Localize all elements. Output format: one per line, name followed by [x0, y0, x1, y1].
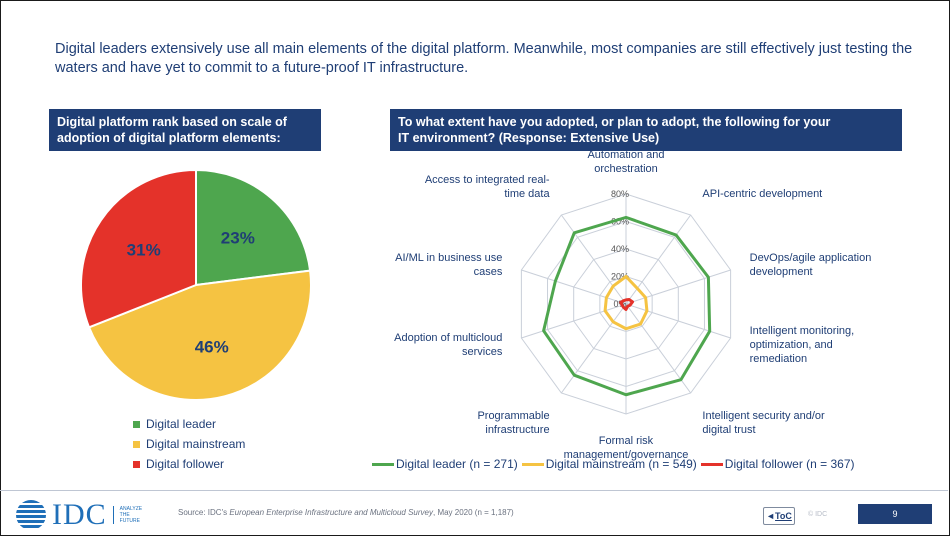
radar-legend-label-follower: Digital follower (n = 367) — [724, 457, 855, 471]
radar-spoke — [560, 214, 627, 305]
pie-legend-item-mainstream: Digital mainstream — [133, 434, 245, 454]
radar-axis-label: Automation and — [587, 149, 664, 161]
pie-slice — [80, 168, 197, 329]
slide-headline: Digital leaders extensively use all main… — [55, 41, 913, 76]
legend-swatch-mainstream — [133, 440, 140, 448]
legend-line-leader — [372, 462, 394, 466]
radar-tick-label: 20% — [611, 272, 629, 282]
tagline-line: THE — [119, 512, 130, 518]
radar-panel-header: To what extent have you adopted, or plan… — [390, 109, 902, 151]
copyright-text: © IDC — [808, 511, 828, 518]
radar-axis-label: API-centric development — [702, 188, 822, 200]
radar-axis-label: Intelligent security and/or — [702, 410, 825, 422]
radar-legend: Digital leader (n = 271) Digital mainstr… — [372, 457, 859, 471]
radar-axis-label: Intelligent monitoring, — [750, 325, 855, 337]
radar-axis-label: remediation — [750, 353, 807, 365]
pie-panel-header: Digital platform rank based on scale of … — [49, 109, 321, 151]
tagline-line: ANALYZE — [119, 506, 143, 512]
radar-axis-label: Formal risk — [599, 435, 654, 447]
radar-axis-label: development — [750, 266, 813, 278]
legend-swatch-leader — [133, 420, 140, 428]
radar-spoke — [521, 303, 627, 339]
pie-legend-label-follower: Digital follower — [146, 457, 225, 471]
source-title: European Enterprise Infrastructure and M… — [229, 508, 433, 517]
footer-divider — [0, 490, 948, 491]
source-prefix: Source: IDC's — [178, 508, 230, 517]
pie-panel-title-line2: adoption of digital platform elements: — [57, 131, 281, 145]
radar-axis-label: time data — [504, 188, 550, 200]
radar-axis-label: AI/ML in business use — [395, 252, 502, 264]
back-arrow-icon: ◄ — [766, 511, 776, 521]
radar-spoke — [625, 269, 731, 305]
radar-axis-label: infrastructure — [485, 424, 549, 436]
radar-axis-label: orchestration — [594, 163, 658, 175]
pie-legend-label-mainstream: Digital mainstream — [146, 437, 246, 451]
idc-logo-text: IDC — [52, 498, 107, 531]
toc-button[interactable]: ◄ ToC — [763, 507, 795, 525]
radar-axis-label: digital trust — [702, 424, 755, 436]
pie-legend: Digital leader Digital mainstream Digita… — [133, 414, 245, 474]
radar-axis-label: DevOps/agile application — [750, 252, 872, 264]
tagline-line: FUTURE — [119, 518, 140, 524]
radar-series-line — [542, 215, 712, 397]
radar-legend-label-mainstream: Digital mainstream (n = 549) — [545, 457, 697, 471]
radar-tick-label: 40% — [611, 244, 629, 254]
legend-swatch-follower — [133, 460, 140, 468]
pie-panel-title-line1: Digital platform rank based on scale of — [57, 115, 287, 129]
idc-tagline: ANALYZE THE FUTURE — [112, 506, 152, 524]
pie-slice-label: 23% — [221, 229, 255, 248]
radar-axis-label: Access to integrated real- — [425, 174, 550, 186]
page-number: 9 — [858, 504, 932, 524]
legend-line-follower — [700, 462, 723, 466]
pie-legend-item-leader: Digital leader — [133, 414, 245, 434]
pie-legend-label-leader: Digital leader — [146, 417, 217, 431]
radar-spoke — [560, 303, 627, 394]
radar-axis-label: optimization, and — [750, 339, 833, 351]
radar-tick-label: 60% — [611, 217, 629, 227]
radar-axis-label: Adoption of multicloud — [394, 332, 502, 344]
radar-legend-item-leader: Digital leader (n = 271) — [372, 457, 518, 471]
pie-slice-label: 46% — [195, 337, 229, 356]
legend-line-mainstream — [521, 462, 544, 466]
pie-slice — [195, 168, 312, 287]
radar-panel-title-line2: IT environment? (Response: Extensive Use… — [398, 131, 660, 145]
toc-label: ToC — [775, 511, 792, 521]
radar-axis-label: services — [462, 346, 503, 358]
idc-logo: IDC ANALYZE THE FUTURE — [16, 498, 152, 532]
radar-tick-label: 80% — [611, 189, 629, 199]
globe-icon — [16, 500, 46, 530]
pie-slice — [87, 269, 312, 401]
radar-spoke — [625, 303, 692, 394]
slide-footer: IDC ANALYZE THE FUTURE Source: IDC's Eur… — [0, 490, 948, 534]
source-suffix: , May 2020 (n = 1,187) — [433, 508, 514, 517]
source-note: Source: IDC's European Enterprise Infras… — [178, 508, 514, 517]
radar-legend-item-mainstream: Digital mainstream (n = 549) — [521, 457, 697, 471]
radar-spoke — [625, 303, 731, 339]
radar-panel-title-line1: To what extent have you adopted, or plan… — [398, 115, 831, 129]
radar-legend-item-follower: Digital follower (n = 367) — [700, 457, 855, 471]
radar-series-line — [619, 298, 635, 311]
pie-legend-item-follower: Digital follower — [133, 454, 245, 474]
radar-spoke — [521, 269, 627, 305]
pie-slice-label: 31% — [127, 240, 161, 259]
radar-axis-label: management/governance — [564, 449, 689, 461]
radar-axis-label: Programmable — [477, 410, 549, 422]
radar-axis-label: cases — [474, 266, 503, 278]
radar-series-line — [603, 275, 649, 331]
radar-legend-label-leader: Digital leader (n = 271) — [396, 457, 518, 471]
